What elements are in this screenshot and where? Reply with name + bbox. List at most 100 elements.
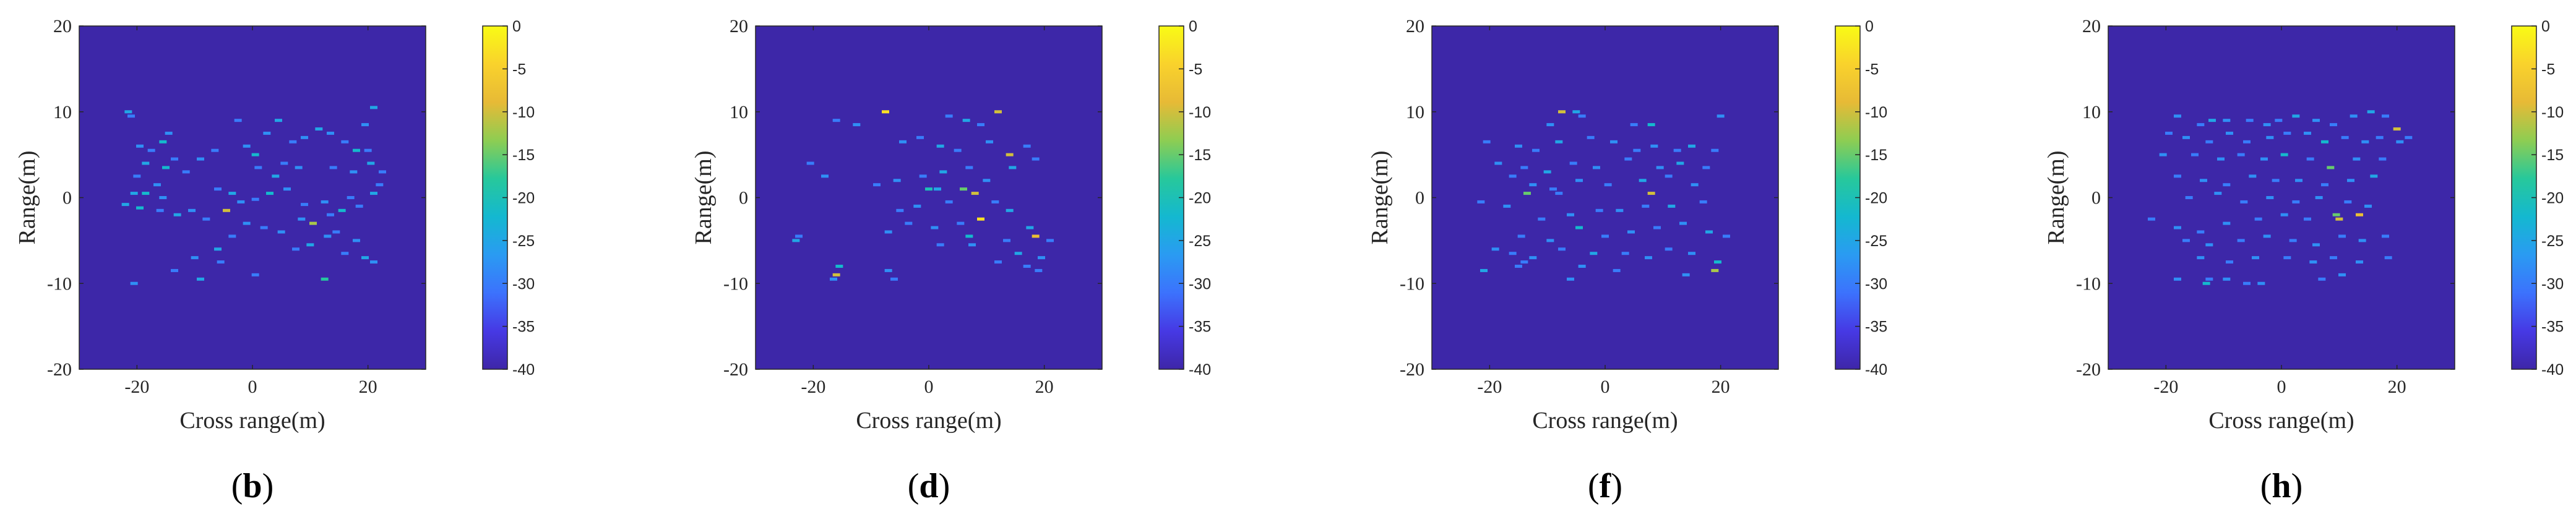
scatter-point: [1494, 161, 1502, 165]
y-tick-label: 0: [1415, 188, 1424, 208]
scatter-point: [2295, 179, 2302, 182]
scatter-point: [2356, 213, 2363, 216]
scatter-point: [197, 277, 204, 281]
scatter-point: [162, 166, 170, 169]
scatter-point: [2275, 119, 2283, 122]
scatter-point: [136, 144, 144, 148]
y-axis-label: Range(m): [14, 151, 40, 245]
y-axis-label: Range(m): [691, 151, 717, 245]
scatter-point: [1714, 260, 1721, 264]
scatter-point: [347, 196, 355, 199]
scatter-point: [1491, 247, 1499, 251]
scatter-point: [1558, 110, 1566, 114]
scatter-point: [130, 281, 138, 285]
scatter-point: [1621, 252, 1629, 255]
scatter-point: [971, 192, 979, 195]
scatter-point: [2223, 221, 2231, 225]
scatter-point: [321, 200, 329, 203]
scatter-point: [2223, 183, 2231, 187]
scatter-point: [142, 161, 150, 165]
y-tick-label: -10: [723, 273, 748, 294]
colorbar-tick-label: -35: [1189, 319, 1211, 336]
scatter-point: [2283, 256, 2291, 260]
scatter-point: [364, 148, 372, 152]
scatter-point: [1483, 140, 1491, 143]
scatter-point: [2405, 135, 2413, 139]
scatter-point: [1569, 161, 1577, 165]
scatter-point: [2254, 217, 2262, 221]
scatter-point: [2350, 114, 2358, 118]
scatter-point: [324, 234, 332, 238]
scatter-point: [1567, 213, 1574, 216]
y-tick-label: -10: [47, 273, 72, 294]
scatter-point: [277, 230, 285, 234]
scatter-point: [830, 277, 837, 281]
scatter-point: [2182, 239, 2190, 242]
scatter-point: [283, 187, 291, 191]
scatter-point: [2312, 243, 2320, 247]
scatter-point: [1702, 166, 1710, 169]
scatter-point: [1595, 208, 1603, 212]
scatter-point: [341, 252, 349, 255]
scatter-point: [795, 234, 803, 238]
scatter-point: [2292, 200, 2300, 203]
scatter-point: [171, 157, 178, 161]
scatter-point: [1546, 239, 1554, 242]
scatter-point: [806, 161, 814, 165]
scatter-point: [2335, 217, 2343, 221]
scatter-point: [329, 166, 337, 169]
scatter-point: [1558, 247, 1566, 251]
scatter-point: [275, 119, 282, 122]
scatter-point: [1642, 204, 1650, 208]
scatter-point: [214, 247, 222, 251]
colorbar-tick-label: -30: [512, 275, 535, 293]
scatter-point: [2200, 179, 2207, 182]
scatter-point: [1711, 148, 1719, 152]
colorbar-tick-label: -5: [1189, 61, 1202, 78]
scatter-point: [873, 183, 881, 187]
colorbar-tick-label: -10: [512, 104, 535, 121]
y-tick-label: 20: [1406, 16, 1424, 36]
scatter-point: [1650, 144, 1658, 148]
scatter-point: [919, 174, 927, 178]
scatter-point: [251, 153, 259, 156]
scatter-point: [1610, 140, 1618, 143]
scatter-point: [1624, 157, 1632, 161]
scatter-point: [1515, 144, 1522, 148]
scatter-point: [1023, 144, 1031, 148]
scatter-point: [2243, 281, 2251, 285]
scatter-point: [191, 256, 199, 260]
colorbar-tick-label: -10: [1865, 104, 1887, 121]
scatter-point: [243, 144, 251, 148]
scatter-point: [2226, 131, 2233, 135]
scatter-point: [341, 140, 349, 143]
scatter-point: [1520, 260, 1528, 264]
colorbar-tick-label: -35: [512, 319, 535, 336]
y-tick-label: 10: [53, 102, 72, 122]
scatter-point: [939, 170, 947, 174]
x-tick-label: -20: [801, 377, 825, 397]
x-tick-label: -20: [124, 377, 149, 397]
scatter-point: [2309, 260, 2317, 264]
scatter-point: [2202, 281, 2210, 285]
scatter-point: [2315, 196, 2323, 199]
scatter-point: [945, 200, 953, 203]
scatter-point: [1038, 256, 1045, 260]
scatter-point: [2159, 153, 2167, 156]
scatter-point: [2185, 196, 2193, 199]
scatter-point: [2304, 217, 2311, 221]
scatter-point: [977, 123, 984, 127]
scatter-point: [327, 213, 334, 216]
colorbar-tick-label: -5: [2541, 61, 2555, 78]
scatter-point: [1529, 256, 1537, 260]
scatter-point: [133, 174, 141, 178]
scatter-point: [2266, 135, 2274, 139]
panel-h: -20 0 20 -20 -10 0 10 20 Cross range(m) Range(m) 0…: [2043, 16, 2564, 505]
scatter-point: [272, 174, 280, 178]
panels-group: -20 0 20 -20 -10 0 10 20 Cross range(m) Range(m) 0…: [14, 16, 2564, 505]
plot-area: [756, 26, 1102, 369]
scatter-point: [367, 161, 375, 165]
scatter-point: [1665, 247, 1673, 251]
scatter-point: [2396, 140, 2404, 143]
